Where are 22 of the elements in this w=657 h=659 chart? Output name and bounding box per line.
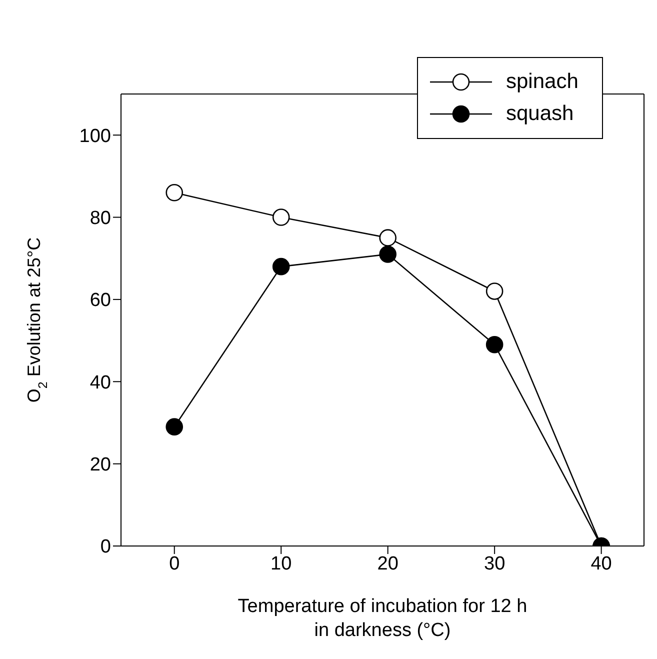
legend-label: squash (506, 102, 574, 126)
point (166, 418, 184, 436)
point (379, 246, 396, 263)
y-tick-label: 100 (79, 126, 111, 147)
point (272, 258, 290, 276)
x-tick-label: 20 (377, 553, 398, 574)
legend-label: spinach (506, 70, 578, 94)
x-tick-label: 40 (590, 553, 612, 574)
x-tick-label: 10 (270, 553, 292, 574)
x-axis-title: Temperature of incubation for 12 h in darkness (°C) (238, 596, 528, 641)
point (486, 336, 504, 354)
y-tick-label: 80 (90, 208, 111, 230)
point (272, 208, 290, 226)
point (166, 184, 184, 202)
y-tick-label: 20 (90, 454, 111, 476)
x-tick-label: 0 (169, 553, 180, 574)
y-tick-label: 60 (90, 290, 111, 312)
point (486, 282, 504, 300)
x-tick-label: 30 (484, 553, 506, 574)
y-tick-label: 0 (100, 536, 111, 558)
y-tick-label: 40 (90, 372, 111, 394)
point (379, 229, 396, 246)
